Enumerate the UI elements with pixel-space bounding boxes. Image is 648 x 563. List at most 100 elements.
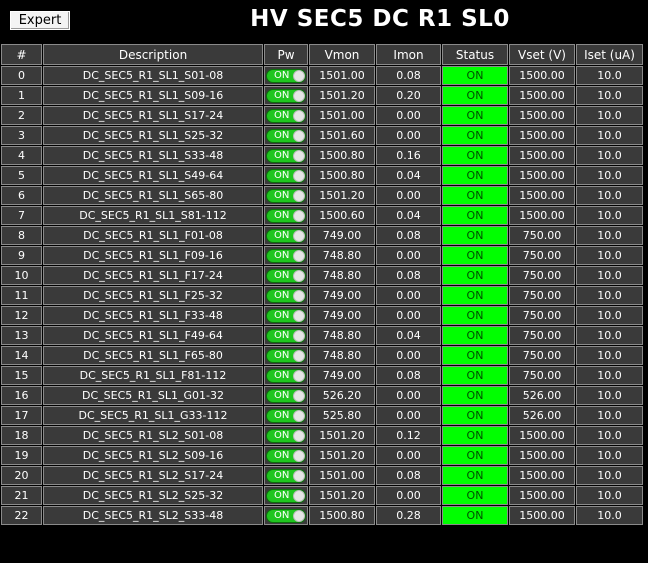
vset-cell[interactable]: 1500.00 bbox=[509, 206, 575, 225]
iset-cell[interactable]: 10.0 bbox=[576, 86, 643, 105]
vmon-cell: 1501.00 bbox=[309, 466, 375, 485]
iset-cell[interactable]: 10.0 bbox=[576, 106, 643, 125]
index-cell: 14 bbox=[1, 346, 42, 365]
iset-cell[interactable]: 10.0 bbox=[576, 186, 643, 205]
imon-cell: 0.00 bbox=[376, 246, 441, 265]
iset-cell[interactable]: 10.0 bbox=[576, 66, 643, 85]
pw-cell: ON bbox=[264, 366, 308, 385]
table-row: 5 DC_SEC5_R1_SL1_S49-64 ON 1500.80 0.04 ON 150… bbox=[1, 166, 643, 185]
iset-cell[interactable]: 10.0 bbox=[576, 146, 643, 165]
imon-cell: 0.00 bbox=[376, 386, 441, 405]
iset-cell[interactable]: 10.0 bbox=[576, 306, 643, 325]
power-toggle[interactable]: ON bbox=[266, 68, 306, 83]
power-toggle[interactable]: ON bbox=[266, 508, 306, 523]
power-toggle-label: ON bbox=[274, 509, 290, 521]
iset-cell[interactable]: 10.0 bbox=[576, 446, 643, 465]
vset-cell[interactable]: 1500.00 bbox=[509, 166, 575, 185]
power-toggle[interactable]: ON bbox=[266, 228, 306, 243]
iset-cell[interactable]: 10.0 bbox=[576, 346, 643, 365]
power-toggle[interactable]: ON bbox=[266, 128, 306, 143]
iset-cell[interactable]: 10.0 bbox=[576, 466, 643, 485]
power-toggle[interactable]: ON bbox=[266, 388, 306, 403]
status-cell: ON bbox=[442, 446, 508, 465]
vset-cell[interactable]: 750.00 bbox=[509, 326, 575, 345]
power-toggle[interactable]: ON bbox=[266, 268, 306, 283]
power-toggle[interactable]: ON bbox=[266, 88, 306, 103]
iset-cell[interactable]: 10.0 bbox=[576, 506, 643, 525]
vset-cell[interactable]: 526.00 bbox=[509, 406, 575, 425]
iset-cell[interactable]: 10.0 bbox=[576, 266, 643, 285]
pw-cell: ON bbox=[264, 286, 308, 305]
vset-cell[interactable]: 1500.00 bbox=[509, 86, 575, 105]
iset-cell[interactable]: 10.0 bbox=[576, 286, 643, 305]
power-toggle[interactable]: ON bbox=[266, 428, 306, 443]
table-row: 1 DC_SEC5_R1_SL1_S09-16 ON 1501.20 0.20 ON 150… bbox=[1, 86, 643, 105]
power-toggle[interactable]: ON bbox=[266, 148, 306, 163]
vset-cell[interactable]: 1500.00 bbox=[509, 466, 575, 485]
toggle-knob-icon bbox=[293, 409, 305, 422]
pw-cell: ON bbox=[264, 466, 308, 485]
power-toggle[interactable]: ON bbox=[266, 288, 306, 303]
index-cell: 15 bbox=[1, 366, 42, 385]
description-cell: DC_SEC5_R1_SL1_G01-32 bbox=[43, 386, 263, 405]
index-cell: 0 bbox=[1, 66, 42, 85]
iset-cell[interactable]: 10.0 bbox=[576, 206, 643, 225]
imon-cell: 0.04 bbox=[376, 206, 441, 225]
vset-cell[interactable]: 750.00 bbox=[509, 266, 575, 285]
power-toggle[interactable]: ON bbox=[266, 168, 306, 183]
vset-cell[interactable]: 750.00 bbox=[509, 366, 575, 385]
power-toggle[interactable]: ON bbox=[266, 188, 306, 203]
vset-cell[interactable]: 1500.00 bbox=[509, 486, 575, 505]
vset-cell[interactable]: 1500.00 bbox=[509, 106, 575, 125]
index-cell: 17 bbox=[1, 406, 42, 425]
iset-cell[interactable]: 10.0 bbox=[576, 426, 643, 445]
vmon-cell: 1501.20 bbox=[309, 426, 375, 445]
power-toggle[interactable]: ON bbox=[266, 368, 306, 383]
power-toggle[interactable]: ON bbox=[266, 328, 306, 343]
expert-button[interactable]: Expert bbox=[10, 11, 70, 30]
vset-cell[interactable]: 1500.00 bbox=[509, 506, 575, 525]
iset-cell[interactable]: 10.0 bbox=[576, 366, 643, 385]
iset-cell[interactable]: 10.0 bbox=[576, 226, 643, 245]
vmon-cell: 749.00 bbox=[309, 306, 375, 325]
imon-cell: 0.00 bbox=[376, 106, 441, 125]
table-row: 4 DC_SEC5_R1_SL1_S33-48 ON 1500.80 0.16 ON 150… bbox=[1, 146, 643, 165]
power-toggle[interactable]: ON bbox=[266, 348, 306, 363]
iset-cell[interactable]: 10.0 bbox=[576, 386, 643, 405]
toggle-knob-icon bbox=[293, 449, 305, 462]
vset-cell[interactable]: 1500.00 bbox=[509, 126, 575, 145]
vset-cell[interactable]: 1500.00 bbox=[509, 186, 575, 205]
power-toggle[interactable]: ON bbox=[266, 408, 306, 423]
vset-cell[interactable]: 1500.00 bbox=[509, 446, 575, 465]
power-toggle[interactable]: ON bbox=[266, 208, 306, 223]
iset-cell[interactable]: 10.0 bbox=[576, 246, 643, 265]
pw-cell: ON bbox=[264, 326, 308, 345]
power-toggle-label: ON bbox=[274, 289, 290, 301]
power-toggle[interactable]: ON bbox=[266, 248, 306, 263]
vset-cell[interactable]: 526.00 bbox=[509, 386, 575, 405]
vset-cell[interactable]: 750.00 bbox=[509, 306, 575, 325]
description-cell: DC_SEC5_R1_SL1_S25-32 bbox=[43, 126, 263, 145]
imon-cell: 0.00 bbox=[376, 346, 441, 365]
iset-cell[interactable]: 10.0 bbox=[576, 406, 643, 425]
status-cell: ON bbox=[442, 386, 508, 405]
power-toggle[interactable]: ON bbox=[266, 488, 306, 503]
vset-cell[interactable]: 750.00 bbox=[509, 346, 575, 365]
iset-cell[interactable]: 10.0 bbox=[576, 326, 643, 345]
table-row: 15 DC_SEC5_R1_SL1_F81-112 ON 749.00 0.08 ON 75… bbox=[1, 366, 643, 385]
iset-cell[interactable]: 10.0 bbox=[576, 166, 643, 185]
power-toggle[interactable]: ON bbox=[266, 108, 306, 123]
vset-cell[interactable]: 1500.00 bbox=[509, 146, 575, 165]
vset-cell[interactable]: 750.00 bbox=[509, 246, 575, 265]
power-toggle[interactable]: ON bbox=[266, 308, 306, 323]
vset-cell[interactable]: 1500.00 bbox=[509, 66, 575, 85]
vset-cell[interactable]: 750.00 bbox=[509, 226, 575, 245]
table-row: 0 DC_SEC5_R1_SL1_S01-08 ON 1501.00 0.08 ON 150… bbox=[1, 66, 643, 85]
power-toggle[interactable]: ON bbox=[266, 448, 306, 463]
vset-cell[interactable]: 750.00 bbox=[509, 286, 575, 305]
power-toggle[interactable]: ON bbox=[266, 468, 306, 483]
iset-cell[interactable]: 10.0 bbox=[576, 486, 643, 505]
column-header-iset: Iset (uA) bbox=[576, 44, 643, 65]
iset-cell[interactable]: 10.0 bbox=[576, 126, 643, 145]
vset-cell[interactable]: 1500.00 bbox=[509, 426, 575, 445]
